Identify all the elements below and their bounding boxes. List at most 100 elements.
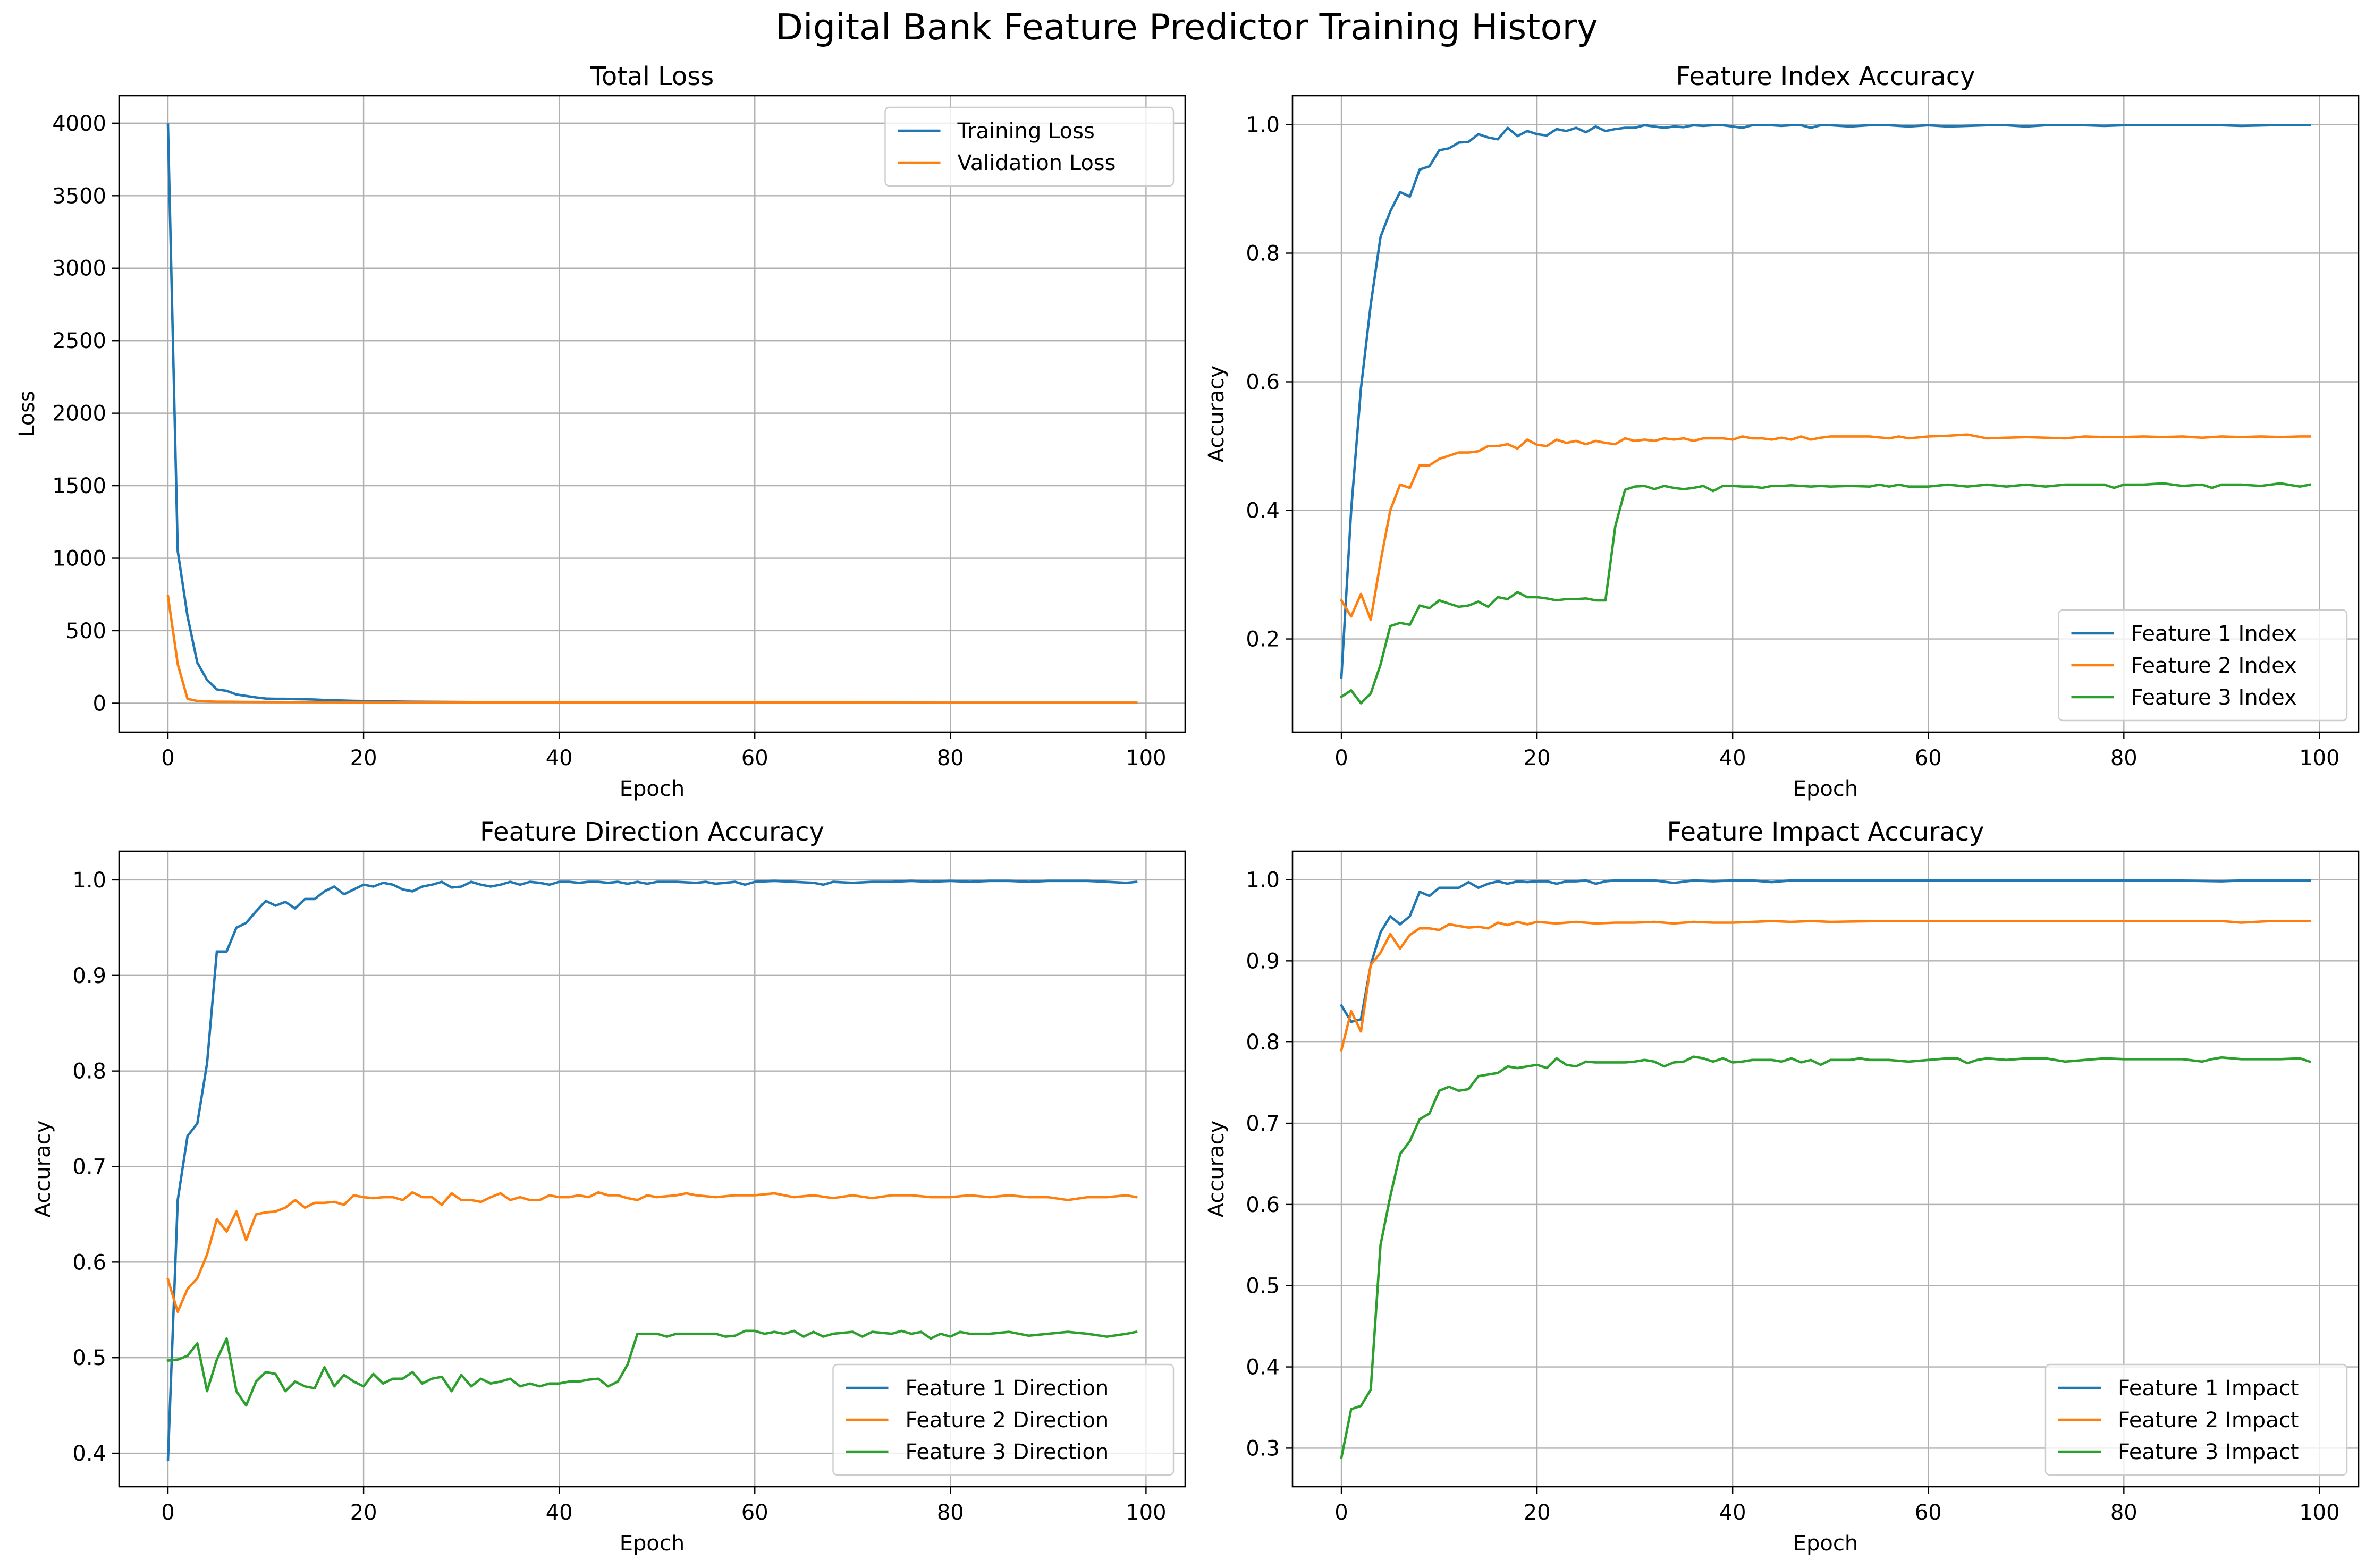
series-line-feature-3-index (1339, 482, 2311, 705)
x-tick-label: 20 (1524, 1501, 1551, 1525)
y-tick-label: 0.9 (72, 964, 106, 988)
y-tick-label: 3000 (52, 257, 106, 281)
y-tick: 0.6 (1246, 370, 1292, 394)
series-line-feature-1-impact (1339, 879, 2311, 1023)
x-tick-label: 60 (741, 746, 768, 770)
y-axis-label: Accuracy (1204, 366, 1229, 463)
y-tick-label: 0.6 (72, 1250, 106, 1275)
x-tick: 20 (350, 1487, 377, 1525)
x-tick: 60 (1915, 1487, 1942, 1525)
y-tick: 0.5 (72, 1346, 119, 1370)
x-tick-label: 40 (546, 1501, 573, 1525)
y-tick-label: 2500 (52, 329, 106, 353)
x-tick-label: 20 (350, 1501, 377, 1525)
y-tick: 500 (66, 619, 119, 643)
y-tick-label: 1.0 (1246, 113, 1280, 137)
y-tick: 1.0 (1246, 113, 1292, 137)
y-tick-label: 1.0 (72, 868, 106, 893)
legend-item: Feature 3 Direction (846, 1440, 1109, 1464)
x-tick-label: 0 (1334, 746, 1348, 770)
y-tick: 3000 (52, 257, 119, 281)
x-tick: 20 (350, 732, 377, 770)
x-tick-label: 60 (1915, 1501, 1942, 1525)
subplot-title: Feature Direction Accuracy (480, 817, 824, 847)
y-tick-label: 1500 (52, 474, 106, 498)
legend-item: Feature 2 Index (2071, 654, 2297, 678)
x-tick: 100 (2299, 732, 2340, 770)
legend-label: Feature 1 Impact (2118, 1376, 2299, 1401)
legend-label: Feature 2 Index (2131, 654, 2297, 678)
legend-box (832, 1363, 1175, 1476)
y-tick: 0.7 (72, 1155, 119, 1180)
x-tick-label: 80 (2110, 746, 2138, 770)
y-tick: 0.3 (1246, 1436, 1292, 1461)
y-tick-label: 0.9 (1246, 949, 1280, 973)
y-tick: 0.9 (72, 964, 119, 988)
x-tick: 40 (1719, 732, 1746, 770)
x-axis-label: Epoch (620, 1531, 685, 1556)
y-tick-label: 0.8 (1246, 241, 1280, 266)
y-tick-label: 0.4 (1246, 499, 1280, 523)
y-tick: 4000 (52, 112, 119, 136)
series-line-feature-3-impact (1340, 1055, 2311, 1460)
axes-frame (118, 850, 1186, 1488)
figure-suptitle: Digital Bank Feature Predictor Training … (775, 6, 1598, 48)
y-tick-label: 3500 (52, 184, 106, 208)
legend-box (884, 106, 1175, 187)
x-tick-label: 100 (2299, 746, 2339, 770)
x-tick: 60 (741, 1487, 768, 1525)
y-tick-label: 0.8 (72, 1060, 106, 1084)
y-tick: 3500 (52, 184, 119, 208)
y-tick-label: 1.0 (1246, 868, 1280, 892)
legend-label: Feature 1 Index (2131, 622, 2297, 646)
x-tick: 60 (741, 732, 768, 770)
series-line-feature-2-impact (1340, 920, 2311, 1052)
y-tick-label: 0.4 (1246, 1355, 1280, 1380)
x-tick-label: 80 (937, 1501, 964, 1525)
legend-label: Feature 3 Index (2131, 685, 2297, 710)
x-tick: 20 (1524, 1487, 1551, 1525)
y-tick: 0.5 (1246, 1274, 1292, 1299)
x-tick: 40 (1719, 1487, 1746, 1525)
y-tick: 0.4 (1246, 499, 1292, 523)
series-line-feature-1-direction (166, 879, 1138, 1461)
x-tick: 100 (2299, 1487, 2340, 1525)
y-tick: 0.9 (1246, 949, 1292, 973)
y-tick-label: 0.5 (72, 1346, 106, 1370)
legend-item: Feature 3 Impact (2058, 1440, 2299, 1464)
x-tick: 20 (1524, 732, 1551, 770)
legend-label: Feature 2 Direction (906, 1408, 1109, 1433)
axes-frame (1291, 95, 2360, 733)
y-tick: 0.7 (1246, 1112, 1292, 1136)
y-tick: 0.4 (1246, 1355, 1292, 1380)
legend: Feature 1 Direction Feature 2 Direction Fe… (832, 1363, 1175, 1476)
x-axis-label: Epoch (1793, 777, 1858, 801)
subplot-feature-direction-accuracy: 0 20 40 60 80 100 0.4 0.5 0.6 0.7 0.8 0.9 1.0 Feature… (31, 817, 1186, 1556)
x-tick: 80 (2110, 1487, 2138, 1525)
x-tick-label: 60 (1915, 746, 1942, 770)
x-tick-label: 40 (1719, 1501, 1746, 1525)
axes-frame (1291, 850, 2360, 1488)
gridlines (119, 96, 1185, 732)
x-tick: 0 (1334, 1487, 1348, 1525)
y-tick-label: 0.5 (1246, 1274, 1280, 1299)
y-tick-label: 0.7 (1246, 1112, 1280, 1136)
y-tick-label: 0.2 (1246, 628, 1280, 652)
y-tick-label: 0 (93, 691, 106, 716)
legend-box (2044, 1363, 2348, 1476)
y-tick: 0.6 (72, 1250, 119, 1275)
subplot-feature-index-accuracy: 0 20 40 60 80 100 0.2 0.4 0.6 0.8 1.0 Feature Index… (1204, 62, 2360, 801)
legend: Feature 1 Index Feature 2 Index Feature 3 … (2058, 609, 2348, 722)
y-tick: 1500 (52, 474, 119, 498)
x-tick-label: 40 (546, 746, 573, 770)
y-tick-label: 1000 (52, 547, 106, 571)
x-tick-label: 80 (937, 746, 964, 770)
legend-item: Feature 2 Direction (846, 1408, 1109, 1433)
x-tick: 40 (546, 732, 573, 770)
x-tick: 0 (161, 732, 175, 770)
y-tick: 0.8 (1246, 1030, 1292, 1055)
y-axis-label: Accuracy (1204, 1121, 1229, 1218)
x-tick: 80 (937, 732, 964, 770)
